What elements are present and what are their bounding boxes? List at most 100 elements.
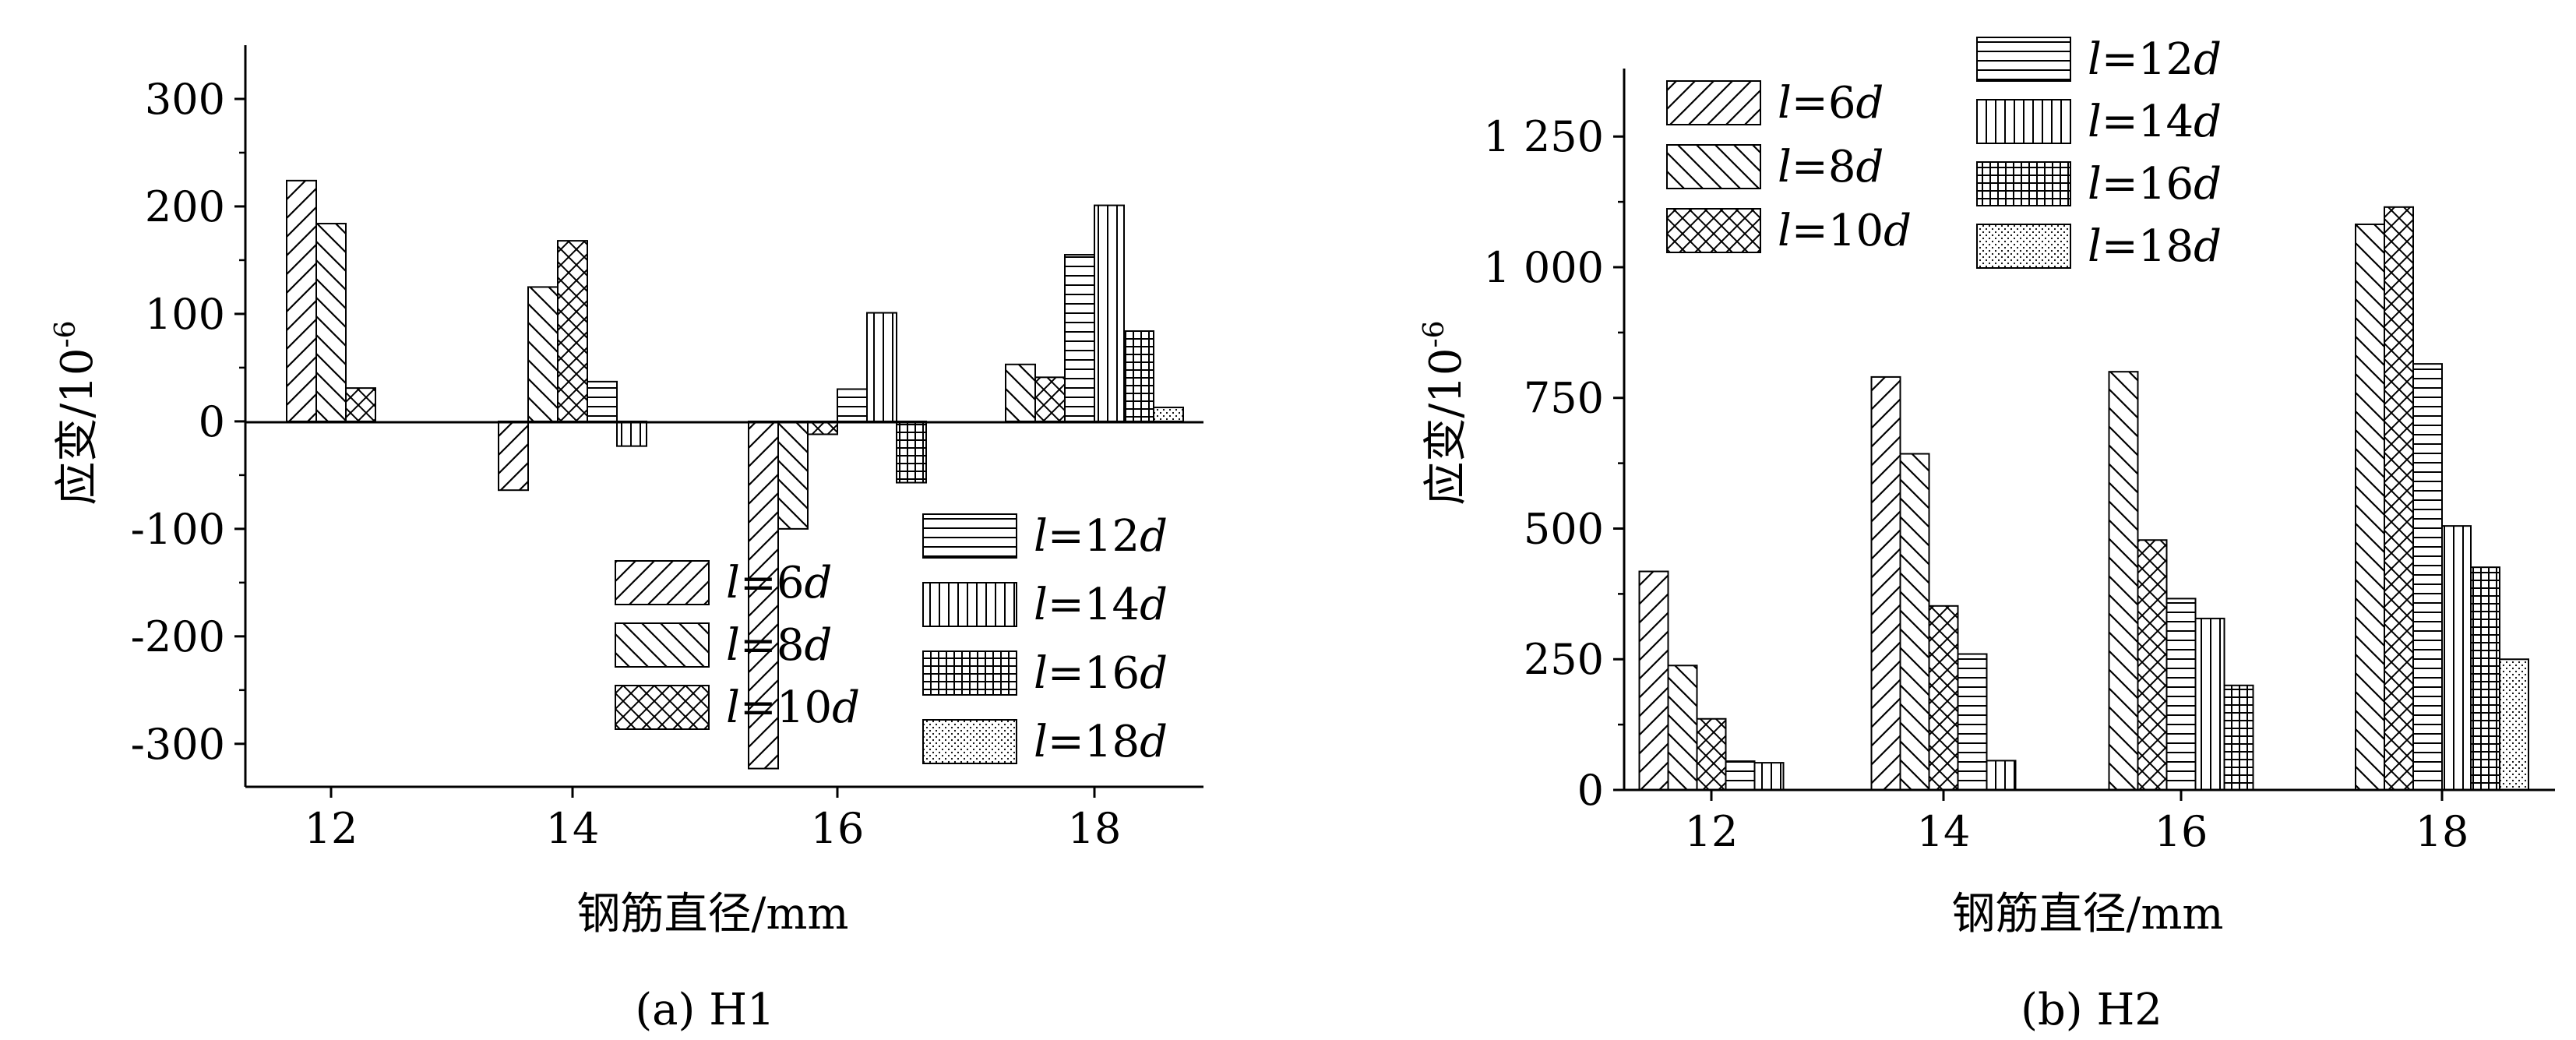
- chart-a-caption: (a) H1: [635, 985, 774, 1035]
- legend-label: l=6d: [1778, 78, 1884, 129]
- legend-swatch: [615, 622, 710, 668]
- legend-swatch: [1976, 224, 2071, 269]
- legend-swatch: [922, 650, 1017, 696]
- x-tick-label: 12: [1685, 807, 1739, 856]
- y-tick-label: 100: [145, 290, 225, 339]
- bar-l14-12: [1753, 762, 1785, 791]
- legend-item: l=16d: [922, 648, 1168, 699]
- bar-l14-14: [616, 420, 647, 447]
- y-tick-label: 0: [1577, 766, 1604, 815]
- x-tick-label: 14: [1917, 807, 1971, 856]
- bar-l18-18: [1153, 406, 1184, 422]
- y-tick-label: 500: [1524, 504, 1604, 553]
- bar-l10-14: [557, 240, 588, 422]
- y-tick-label: 200: [145, 182, 225, 231]
- legend-item: l=12d: [1976, 34, 2222, 85]
- bar-l16-16: [896, 420, 927, 484]
- chart-a-bars: [286, 179, 1184, 770]
- legend-item: l=8d: [615, 620, 832, 671]
- legend-label: l=6d: [726, 558, 832, 608]
- legend-swatch: [1666, 144, 1761, 189]
- legend-swatch: [1976, 37, 2071, 82]
- x-tick-label: 16: [811, 804, 865, 853]
- x-tick-label: 16: [2155, 807, 2208, 856]
- legend-label: l=12d: [1034, 511, 1168, 562]
- bar-l8-16: [777, 420, 809, 530]
- bar-l10-18: [1034, 376, 1066, 422]
- y-tick-label: -100: [131, 505, 225, 554]
- legend-item: l=6d: [615, 558, 832, 608]
- bar-l12-16: [2165, 598, 2197, 791]
- bar-l18-18: [2499, 658, 2529, 791]
- chart-b-legend: l=6d l=8d l=10d l=12d l=14d l=16d l=18d: [1666, 34, 2222, 272]
- chart-a-yticks: -300 -200 -100 0 100 200 300: [131, 75, 245, 769]
- legend-label: l=18d: [1034, 717, 1168, 767]
- x-tick-label: 18: [1068, 804, 1122, 853]
- bar-l10-14: [1928, 605, 1959, 791]
- bar-l8-16: [2108, 371, 2139, 791]
- x-tick-label: 12: [305, 804, 358, 853]
- bar-l16-18: [2470, 566, 2500, 791]
- bar-l6-16: [748, 420, 779, 770]
- bar-l8-14: [1899, 453, 1930, 791]
- bar-l12-12: [1725, 760, 1756, 791]
- legend-item: l=14d: [922, 580, 1168, 630]
- legend-label: l=8d: [726, 620, 832, 671]
- chart-a-y-axis-label-main: 应变/10: [52, 347, 103, 505]
- bar-l14-18: [2441, 525, 2472, 791]
- chart-a-xticks: 12 14 16 18: [305, 787, 1122, 853]
- legend-swatch: [1666, 208, 1761, 253]
- legend-swatch: [1976, 99, 2071, 144]
- bar-l10-16: [2137, 539, 2168, 791]
- y-tick-label: -300: [131, 720, 225, 769]
- legend-swatch: [615, 685, 710, 730]
- bar-l6-14: [1870, 375, 1901, 791]
- legend-item: l=16d: [1976, 159, 2222, 210]
- chart-b-x-axis-label: 钢筋直径/mm: [1951, 889, 2223, 940]
- chart-b-yticks: 0 250 500 750 1 000 1 250: [1483, 112, 1624, 815]
- legend-label: l=14d: [1034, 580, 1168, 630]
- legend-label: l=16d: [2088, 159, 2222, 210]
- chart-a-legend: l=6d l=8d l=10d l=12d l=14d l=16d l=18d: [615, 511, 1168, 767]
- chart-a-x-axis-label: 钢筋直径/mm: [576, 889, 848, 940]
- y-tick-label: 750: [1524, 374, 1604, 423]
- chart-b-y-axis-label-main: 应变/10: [1421, 347, 1471, 505]
- bar-l8-12: [315, 223, 347, 422]
- chart-b: 0 250 500 750 1 000 1 250 12 14 16 18 钢筋直径/mm 应变…: [1418, 34, 2555, 1035]
- legend-item: l=6d: [1666, 78, 1884, 129]
- bar-l12-14: [587, 380, 618, 422]
- legend-swatch: [1666, 80, 1761, 125]
- y-tick-label: -200: [131, 612, 225, 661]
- legend-swatch: [1976, 161, 2071, 206]
- bar-l12-18: [2412, 363, 2443, 791]
- legend-item: l=8d: [1666, 142, 1884, 192]
- legend-item: l=18d: [1976, 221, 2222, 272]
- legend-label: l=10d: [1778, 206, 1912, 256]
- bar-l6-12: [1638, 570, 1669, 791]
- bar-l10-18: [2384, 206, 2414, 791]
- legend-item: l=18d: [922, 717, 1168, 767]
- legend-swatch: [922, 719, 1017, 764]
- y-tick-label: 0: [199, 397, 225, 446]
- legend-label: l=16d: [1034, 648, 1168, 699]
- legend-label: l=18d: [2088, 221, 2222, 272]
- bar-l10-12: [1696, 717, 1727, 791]
- chart-b-caption: (b) H2: [2021, 985, 2162, 1035]
- x-tick-label: 14: [546, 804, 600, 853]
- legend-label: l=8d: [1778, 142, 1884, 192]
- chart-b-y-axis-label: 应变/10-6: [1418, 320, 1471, 505]
- bar-l14-16: [2194, 617, 2225, 791]
- bar-l16-16: [2223, 684, 2254, 791]
- bar-l8-18: [1005, 363, 1036, 422]
- bar-l12-14: [1957, 653, 1988, 791]
- legend-swatch: [615, 560, 710, 605]
- legend-label: l=10d: [726, 682, 860, 733]
- bar-l6-14: [498, 420, 529, 492]
- chart-b-bars: [1638, 206, 2529, 791]
- chart-b-xticks: 12 14 16 18: [1685, 790, 2469, 856]
- legend-swatch: [922, 582, 1017, 627]
- bar-l12-18: [1064, 254, 1095, 422]
- bar-l8-12: [1667, 665, 1698, 791]
